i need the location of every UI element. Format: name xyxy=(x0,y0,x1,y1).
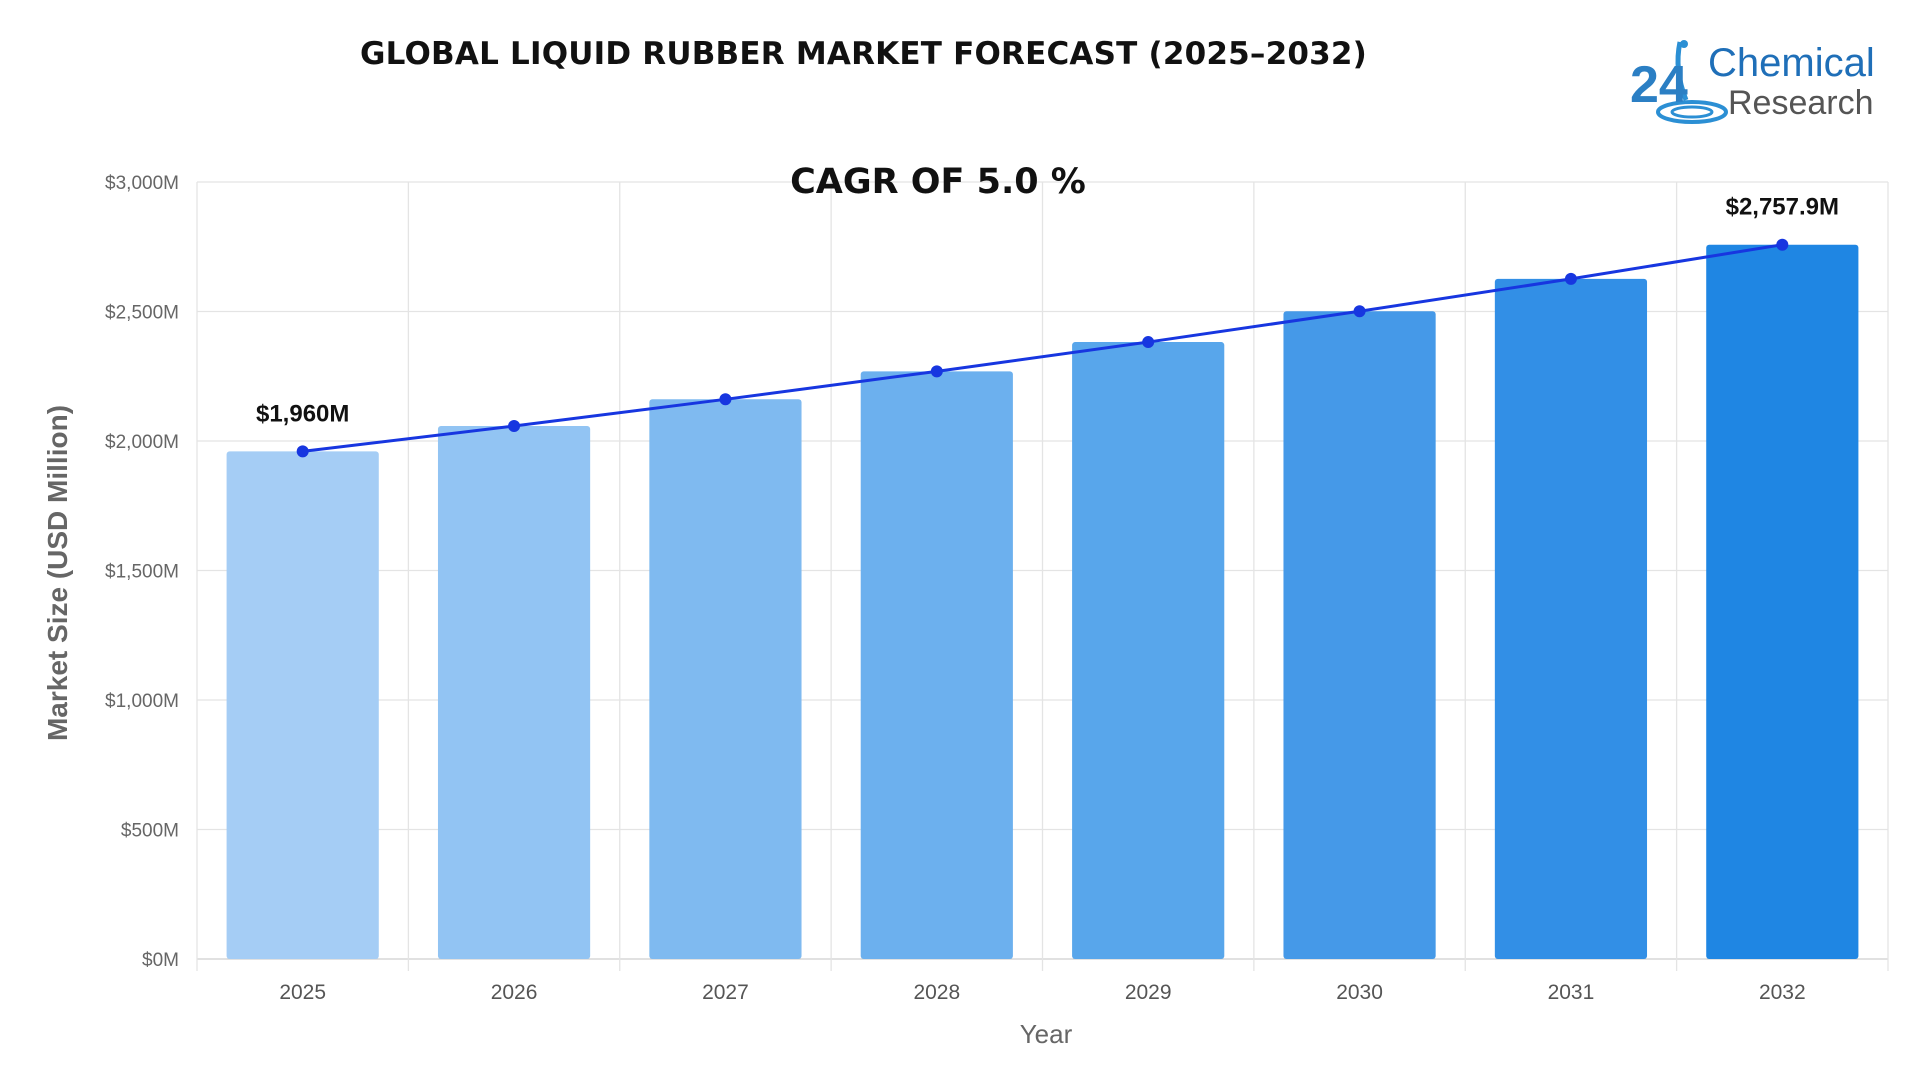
trend-point-2029 xyxy=(1142,336,1155,349)
cagr-annotation: CAGR OF 5.0 % xyxy=(790,162,1086,202)
y-axis-ticks: $0M $500M $1,000M $1,500M $2,000M $2,500M $3,0… xyxy=(105,173,179,971)
bar-2029 xyxy=(1072,342,1225,959)
bar-2026 xyxy=(437,425,591,959)
y-tick-label: $1,500M xyxy=(105,562,179,583)
y-tick-label: $1,000M xyxy=(105,691,179,712)
x-tick-label: 2027 xyxy=(702,981,749,1004)
bar-2025 xyxy=(226,451,379,959)
trend-point-2031 xyxy=(1564,272,1577,285)
company-logo: 24 Chemical Research xyxy=(1630,40,1875,124)
y-tick-label: $2,500M xyxy=(105,303,179,324)
y-axis-title: Market Size (USD Million) xyxy=(42,405,73,741)
y-tick-label: $0M xyxy=(142,950,179,971)
bar-2027 xyxy=(649,399,802,959)
x-tick-label: 2031 xyxy=(1548,981,1595,1004)
x-axis-ticks: 2025 2026 2027 2028 2029 2030 2031 2032 xyxy=(279,981,1805,1004)
x-axis-title: Year xyxy=(1020,1019,1073,1049)
bars xyxy=(226,244,1859,960)
x-tick-label: 2030 xyxy=(1336,981,1383,1004)
y-tick-label: $3,000M xyxy=(105,173,179,194)
flask-icon xyxy=(1656,40,1728,124)
x-tick-label: 2029 xyxy=(1125,981,1172,1004)
trend-point-2030 xyxy=(1353,305,1366,318)
logo-number: 24 xyxy=(1630,56,1688,114)
trend-point-2028 xyxy=(930,365,943,378)
trend-line xyxy=(302,243,1783,453)
bar-2032 xyxy=(1706,244,1859,959)
data-label-2032: $2,757.9M xyxy=(1726,194,1839,221)
data-labels: $1,960M $2,757.9M xyxy=(256,194,1839,428)
trend-point-2027 xyxy=(719,393,732,406)
bar-2031 xyxy=(1494,278,1648,960)
logo-line1: Chemical xyxy=(1708,41,1875,85)
logo-line2: Research xyxy=(1728,84,1874,122)
x-tick-label: 2028 xyxy=(913,981,960,1004)
x-tick-label: 2032 xyxy=(1759,981,1806,1004)
y-tick-label: $500M xyxy=(121,821,179,842)
trend-point-2026 xyxy=(508,419,521,432)
x-tick-label: 2026 xyxy=(491,981,538,1004)
bar-2028 xyxy=(860,371,1013,960)
bar-2030 xyxy=(1283,311,1436,960)
y-tick-label: $2,000M xyxy=(105,432,179,453)
trend-line-group xyxy=(296,238,1789,458)
trend-point-2032 xyxy=(1776,238,1789,251)
x-tick-label: 2025 xyxy=(279,981,326,1004)
trend-point-2025 xyxy=(296,445,309,458)
data-label-2025: $1,960M xyxy=(256,400,349,427)
